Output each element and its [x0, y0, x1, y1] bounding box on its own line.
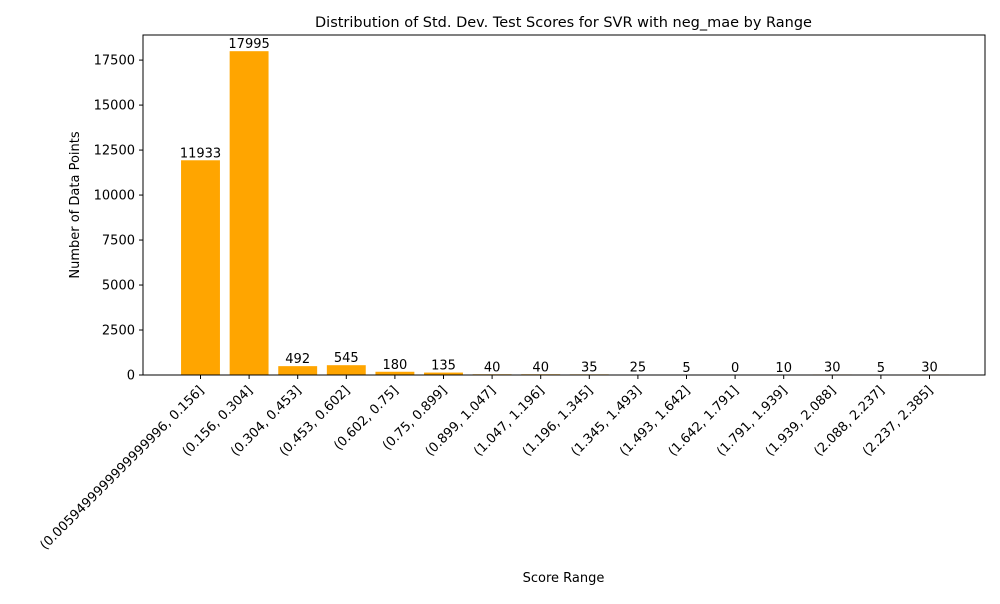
- bar-value-label: 5: [877, 361, 885, 376]
- bar-value-label: 11933: [180, 146, 221, 161]
- y-tick-label: 12500: [94, 144, 135, 159]
- bar: [278, 366, 317, 375]
- bar-value-label: 5: [682, 361, 690, 376]
- bar-value-label: 0: [731, 361, 739, 376]
- bar-value-label: 135: [431, 359, 456, 374]
- y-tick-label: 17500: [94, 54, 135, 69]
- bar-value-label: 180: [382, 358, 407, 373]
- y-tick-label: 2500: [102, 324, 135, 339]
- y-axis-label: Number of Data Points: [68, 131, 83, 278]
- bar-value-label: 40: [484, 360, 501, 375]
- y-tick-label: 15000: [94, 99, 135, 114]
- bar-value-label: 10: [775, 361, 792, 376]
- y-tick-label: 5000: [102, 279, 135, 294]
- bar-value-label: 492: [285, 352, 310, 367]
- bar-value-label: 40: [532, 360, 549, 375]
- y-tick-label: 10000: [94, 189, 135, 204]
- bar-value-label: 17995: [228, 37, 269, 52]
- bar-value-label: 30: [824, 360, 841, 375]
- bar-value-label: 545: [334, 351, 359, 366]
- chart-title: Distribution of Std. Dev. Test Scores fo…: [315, 15, 812, 31]
- bar-value-label: 25: [630, 361, 647, 376]
- bar: [230, 51, 269, 375]
- x-axis-label: Score Range: [523, 571, 605, 586]
- bar-value-label: 35: [581, 360, 598, 375]
- bar: [327, 365, 366, 375]
- y-tick-label: 7500: [102, 234, 135, 249]
- y-tick-label: 0: [127, 369, 135, 384]
- bar: [181, 160, 220, 375]
- plot-area-frame: [143, 35, 985, 375]
- bar-value-label: 30: [921, 360, 938, 375]
- x-tick-label: (0.0059499999999999996, 0.156]: [37, 383, 207, 553]
